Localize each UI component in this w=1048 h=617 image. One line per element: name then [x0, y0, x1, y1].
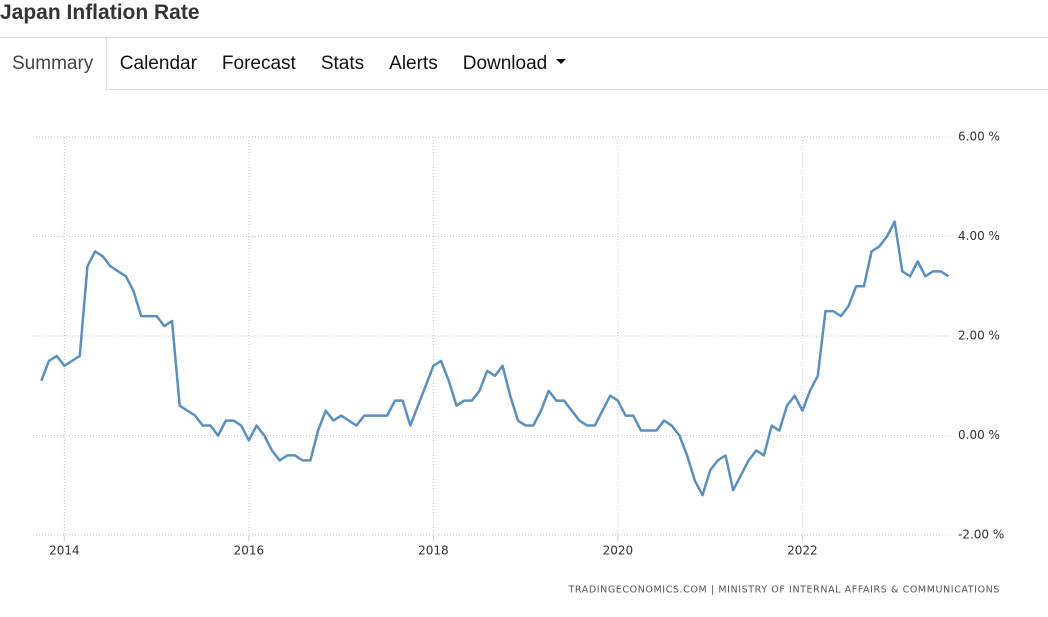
x-tick-label: 2016 [234, 544, 265, 558]
x-tick-label: 2022 [787, 544, 818, 558]
tab[interactable]: Summary [0, 38, 108, 91]
tab[interactable]: Alerts [389, 53, 438, 74]
x-tick-label: 2020 [603, 544, 634, 558]
data-line [40, 220, 950, 497]
tab[interactable]: Forecast [221, 53, 296, 74]
y-tick-label: 4.00 % [958, 229, 1000, 243]
source-note: TRADINGECONOMICS.COM | MINISTRY OF INTER… [568, 585, 1001, 596]
x-tick-label: 2018 [418, 544, 449, 558]
tab[interactable]: Calendar [119, 53, 197, 74]
y-tick-label: -2.00 % [958, 528, 1004, 542]
tab-bar: Summary Calendar Forecast Stats Alerts D… [0, 37, 1048, 91]
y-tick-label: 2.00 % [958, 329, 1000, 343]
y-tick-label: 6.00 % [958, 130, 1000, 144]
page-title: Japan Inflation Rate [0, 1, 200, 24]
dropdown-caret [556, 59, 567, 65]
tab[interactable]: Stats [320, 53, 365, 74]
tab[interactable]: Download [450, 38, 579, 89]
y-tick-label: 0.00 % [958, 428, 1000, 442]
tab-label: Download [462, 53, 548, 74]
x-tick-label: 2014 [49, 544, 80, 558]
